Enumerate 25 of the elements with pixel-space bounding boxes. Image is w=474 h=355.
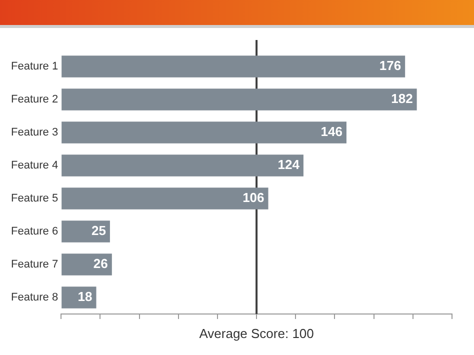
y-tick-label: Feature 8: [10, 292, 58, 304]
bar: [62, 122, 346, 144]
ref-line-label: Average Score: 100: [199, 326, 314, 342]
bar: [62, 286, 96, 308]
y-tick-label: Feature 1: [10, 60, 58, 73]
y-tick-label: Feature 3: [10, 126, 58, 139]
bar: [62, 56, 406, 78]
bar: [62, 154, 304, 176]
y-tick-label: Feature 2: [10, 94, 58, 106]
data-label: 146: [320, 124, 342, 140]
data-label: 106: [242, 190, 264, 206]
data-label: 176: [379, 58, 402, 74]
data-label: 124: [278, 157, 300, 172]
bar: [62, 88, 417, 110]
y-tick-label: Feature 6: [10, 226, 58, 238]
data-label: 182: [391, 91, 413, 106]
y-tick-label: Feature 4: [10, 160, 58, 172]
data-label: 26: [93, 256, 108, 272]
data-label: 25: [91, 223, 106, 238]
bar: [62, 254, 112, 276]
data-label: 18: [78, 289, 92, 304]
bar: [62, 188, 268, 210]
y-tick-label: Feature 5: [10, 192, 58, 205]
bar: [62, 220, 110, 242]
y-tick-label: Feature 7: [10, 258, 58, 271]
